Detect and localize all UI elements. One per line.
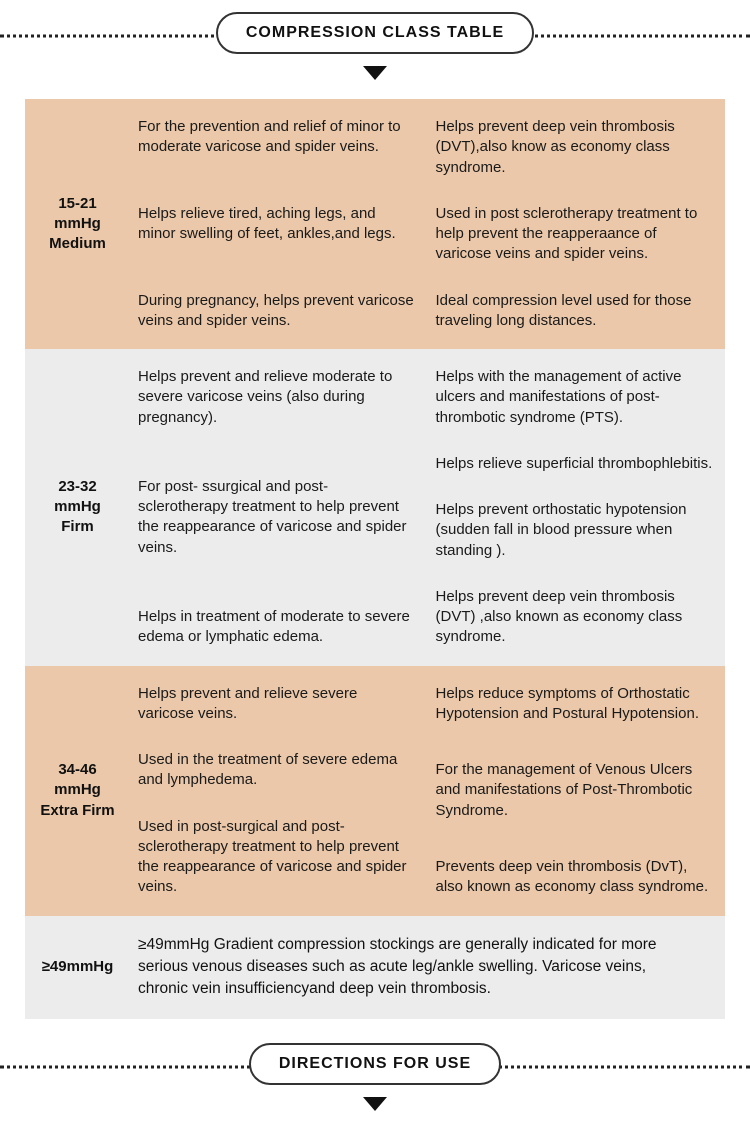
benefit-text: Used in post sclerotherapy treatment to …: [436, 204, 714, 265]
table-row: ≥49mmHg≥49mmHg Gradient compression stoc…: [25, 916, 725, 1019]
level-label: 15-21mmHgMedium: [25, 111, 130, 337]
right-column: Helps prevent deep vein thrombosis (DVT)…: [428, 111, 726, 337]
right-column: Helps reduce symptoms of Orthostatic Hyp…: [428, 678, 726, 904]
level-label: ≥49mmHg: [25, 928, 130, 1007]
table-row: 34-46mmHgExtra FirmHelps prevent and rel…: [25, 666, 725, 916]
section-title: DIRECTIONS FOR USE: [249, 1043, 501, 1085]
benefit-text: Used in the treatment of severe edema an…: [138, 750, 416, 791]
arrow-wrap: [0, 66, 750, 85]
benefit-text: Helps prevent orthostatic hypotension (s…: [436, 500, 714, 561]
benefit-text: Prevents deep vein thrombosis (DvT), als…: [436, 857, 714, 898]
compression-table: 15-21mmHgMediumFor the prevention and re…: [25, 99, 725, 1019]
section-header-directions: DIRECTIONS FOR USE: [0, 1043, 750, 1091]
benefit-text: Helps relieve tired, aching legs, and mi…: [138, 204, 416, 245]
left-column: For the prevention and relief of minor t…: [130, 111, 428, 337]
chevron-down-icon: [363, 66, 387, 80]
benefit-text: Helps prevent deep vein thrombosis (DVT)…: [436, 587, 714, 648]
benefit-text: Used in post-surgical and post-sclerothe…: [138, 817, 416, 898]
benefit-text: Helps with the management of active ulce…: [436, 367, 714, 428]
table-row: 15-21mmHgMediumFor the prevention and re…: [25, 99, 725, 349]
level-label: 23-32mmHgFirm: [25, 361, 130, 654]
benefit-text: Helps prevent deep vein thrombosis (DVT)…: [436, 117, 714, 178]
level-label: 34-46mmHgExtra Firm: [25, 678, 130, 904]
benefit-text: Helps prevent and relieve severe varicos…: [138, 684, 416, 725]
benefit-text: Helps in treatment of moderate to severe…: [138, 607, 416, 648]
table-row: 23-32mmHgFirmHelps prevent and relieve m…: [25, 349, 725, 666]
left-column: Helps prevent and relieve severe varicos…: [130, 678, 428, 904]
benefit-text: For the prevention and relief of minor t…: [138, 117, 416, 158]
left-column: Helps prevent and relieve moderate to se…: [130, 361, 428, 654]
right-column: Helps with the management of active ulce…: [428, 361, 726, 654]
benefit-text: Helps relieve superficial thrombophlebit…: [436, 454, 714, 474]
benefit-text: For the management of Venous Ulcers and …: [436, 760, 714, 821]
chevron-down-icon: [363, 1097, 387, 1111]
benefit-text: During pregnancy, helps prevent varicose…: [138, 291, 416, 332]
benefit-text: Ideal compression level used for those t…: [436, 291, 714, 332]
benefit-text: Helps reduce symptoms of Orthostatic Hyp…: [436, 684, 714, 725]
section-header-compression: COMPRESSION CLASS TABLE: [0, 12, 750, 60]
section-title: COMPRESSION CLASS TABLE: [216, 12, 534, 54]
single-description: ≥49mmHg Gradient compression stockings a…: [130, 928, 725, 1007]
benefit-text: Helps prevent and relieve moderate to se…: [138, 367, 416, 428]
benefit-text: For post- ssurgical and post- sclerother…: [138, 477, 416, 558]
